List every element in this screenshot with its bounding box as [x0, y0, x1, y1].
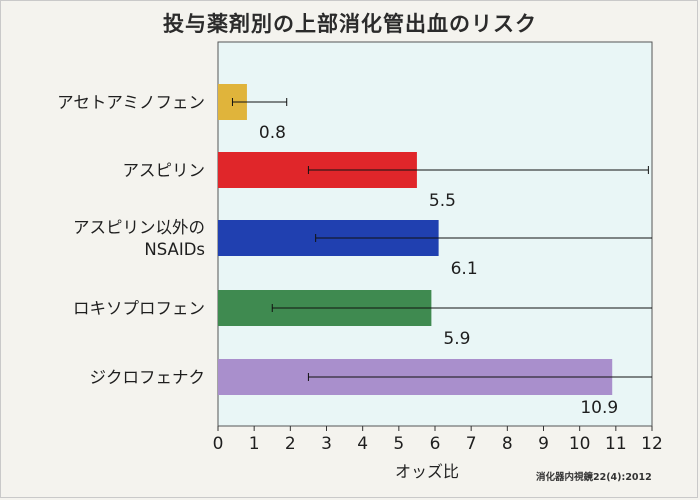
x-tick-label-1: 1	[249, 434, 260, 454]
x-tick-label-5: 5	[393, 434, 404, 454]
x-axis-label: オッズ比	[395, 462, 460, 481]
x-tick-label-11: 11	[605, 434, 627, 454]
x-tick-label-4: 4	[357, 434, 368, 454]
category-labels: 0.8 アセトアミノフェン 5.5 アスピリン 6.1 アスピリン以外の NSAIDs 5.9…	[57, 93, 618, 418]
x-tick-label-0: 0	[213, 434, 224, 454]
x-tick-label-6: 6	[430, 434, 441, 454]
x-tick-label-3: 3	[321, 434, 332, 454]
category-label-0: アセトアミノフェン	[57, 93, 205, 112]
category-label-2-line-0: アスピリン以外の	[73, 218, 205, 237]
x-axis-ticks: 0 1 2 3 4 5 6 7 8 9 10 11 12	[213, 426, 663, 454]
x-tick-label-12: 12	[641, 434, 663, 454]
category-label-4: ジクロフェナク	[90, 368, 206, 387]
x-tick-label-7: 7	[466, 434, 477, 454]
x-tick-label-2: 2	[285, 434, 296, 454]
category-label-1: アスピリン	[123, 161, 206, 180]
value-label-1: 5.5	[429, 191, 456, 211]
category-label-2-line-1: NSAIDs	[144, 240, 205, 259]
x-tick-label-8: 8	[502, 434, 513, 454]
value-label-0: 0.8	[259, 123, 286, 143]
value-label-3: 5.9	[443, 329, 470, 349]
bars-layer	[218, 84, 652, 395]
value-label-2: 6.1	[451, 259, 478, 279]
x-tick-label-10: 10	[569, 434, 591, 454]
chart-title: 投与薬剤別の上部消化管出血のリスク	[163, 12, 537, 36]
category-label-3: ロキソプロフェン	[73, 299, 205, 318]
source-citation: 消化器内視鏡22(4):2012	[536, 472, 652, 483]
x-tick-label-9: 9	[538, 434, 549, 454]
value-label-4: 10.9	[580, 398, 618, 418]
